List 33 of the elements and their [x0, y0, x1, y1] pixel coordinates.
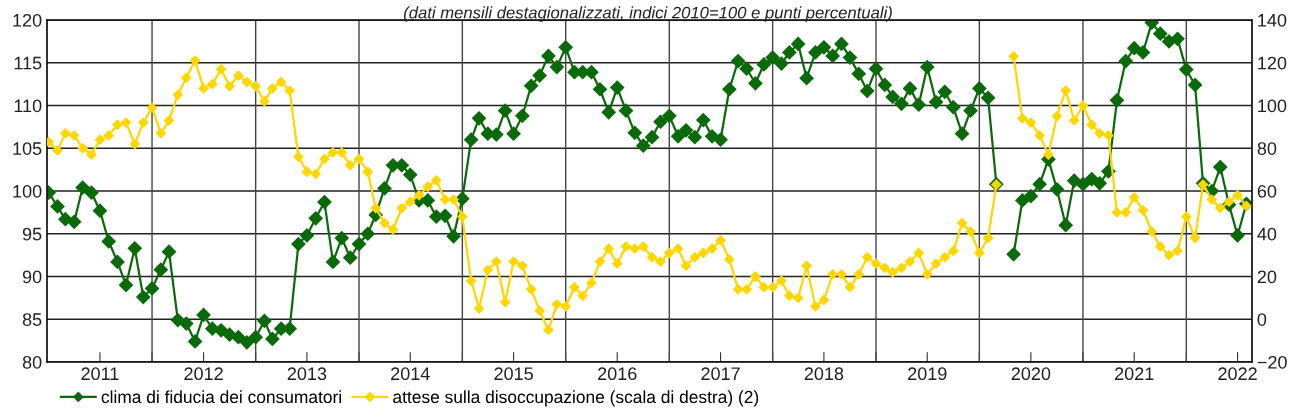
x-tick-label: 2018 — [804, 367, 844, 381]
x-tick-label: 2014 — [391, 367, 430, 381]
legend-label: attese sulla disoccupazione (scala di destra) (2) — [393, 390, 759, 407]
y2-tick-label: 40 — [1257, 227, 1277, 241]
y2-tick-label: 0 — [1257, 313, 1267, 326]
x-tick-label: 2013 — [287, 367, 327, 381]
y-tick-label: 120 — [13, 13, 42, 27]
x-tick-label: 2021 — [1115, 367, 1154, 381]
y-tick-label: 90 — [22, 270, 42, 284]
legend-label: clima di fiducia dei consumatori — [101, 390, 341, 404]
x-tick-label: 2016 — [598, 367, 637, 381]
y-tick-label: 100 — [13, 184, 42, 198]
chart-subtitle: (dati mensili destagionalizzati, indici 2010=100 e punti percentuali) — [403, 6, 892, 22]
y-tick-label: 115 — [14, 56, 42, 70]
y-tick-label: 95 — [22, 227, 42, 241]
y2-tick-label: 140 — [1258, 13, 1287, 27]
x-tick-label: 2011 — [81, 367, 119, 381]
y2-tick-label: 80 — [1257, 142, 1277, 155]
x-tick-label: 2022 — [1218, 367, 1257, 381]
x-tick-label: 2015 — [494, 367, 533, 381]
x-tick-label: 2012 — [184, 367, 223, 381]
y-tick-label: 105 — [13, 142, 42, 155]
x-tick-label: 2019 — [908, 367, 947, 381]
y2-tick-label: 60 — [1257, 184, 1277, 198]
x-tick-label: 2017 — [701, 367, 740, 381]
y2-tick-label: 100 — [1258, 99, 1287, 113]
y2-tick-label: 120 — [1258, 56, 1287, 70]
y2-tick-label: 20 — [1257, 270, 1277, 284]
x-tick-label: 2020 — [1011, 367, 1051, 381]
y-tick-label: 110 — [14, 99, 42, 113]
y2-tick-label: −20 — [1257, 355, 1287, 369]
y-tick-label: 80 — [22, 355, 42, 369]
y-tick-label: 85 — [22, 313, 42, 326]
